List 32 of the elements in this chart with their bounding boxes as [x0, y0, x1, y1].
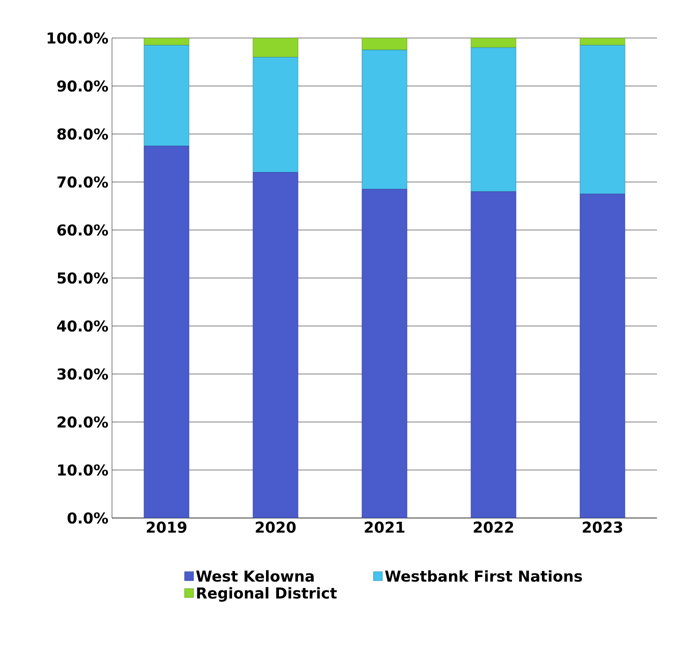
- x-tick-label: 2023: [582, 522, 622, 533]
- y-tick-label: 100.0%: [48, 32, 108, 44]
- bar: [252, 38, 298, 58]
- y-tick-label: 80.0%: [57, 128, 108, 140]
- y-tick-label: 0.0%: [68, 512, 108, 524]
- bar: [580, 44, 626, 194]
- y-tick-label: 20.0%: [58, 416, 108, 428]
- bar: [362, 188, 408, 518]
- y-tick-label: 60.0%: [57, 224, 108, 236]
- bar: [580, 194, 626, 518]
- legend-label: Westbank First Nations: [385, 570, 582, 582]
- x-tick-label: 2021: [364, 522, 404, 533]
- y-tick-label: 90.0%: [57, 80, 108, 92]
- bar: [362, 50, 408, 190]
- bar: [144, 146, 190, 518]
- y-tick-label: 70.0%: [57, 176, 108, 188]
- y-tick-label: 10.0%: [58, 464, 108, 476]
- legend-label: West Kelowna: [196, 570, 314, 582]
- legend-label: Regional District: [197, 587, 337, 602]
- bar: [144, 44, 190, 146]
- x-tick-label: 2019: [146, 522, 186, 533]
- y-tick-label: 30.0%: [57, 368, 108, 380]
- bar: [470, 191, 516, 518]
- x-tick-label: 2020: [256, 522, 296, 533]
- bar: [470, 47, 516, 192]
- bar: [252, 172, 298, 518]
- bar: [470, 38, 516, 48]
- x-tick-label: 2022: [474, 522, 514, 533]
- bar: [252, 56, 298, 173]
- bar: [362, 38, 408, 50]
- y-tick-label: 40.0%: [57, 320, 108, 332]
- y-tick-label: 50.0%: [58, 272, 108, 284]
